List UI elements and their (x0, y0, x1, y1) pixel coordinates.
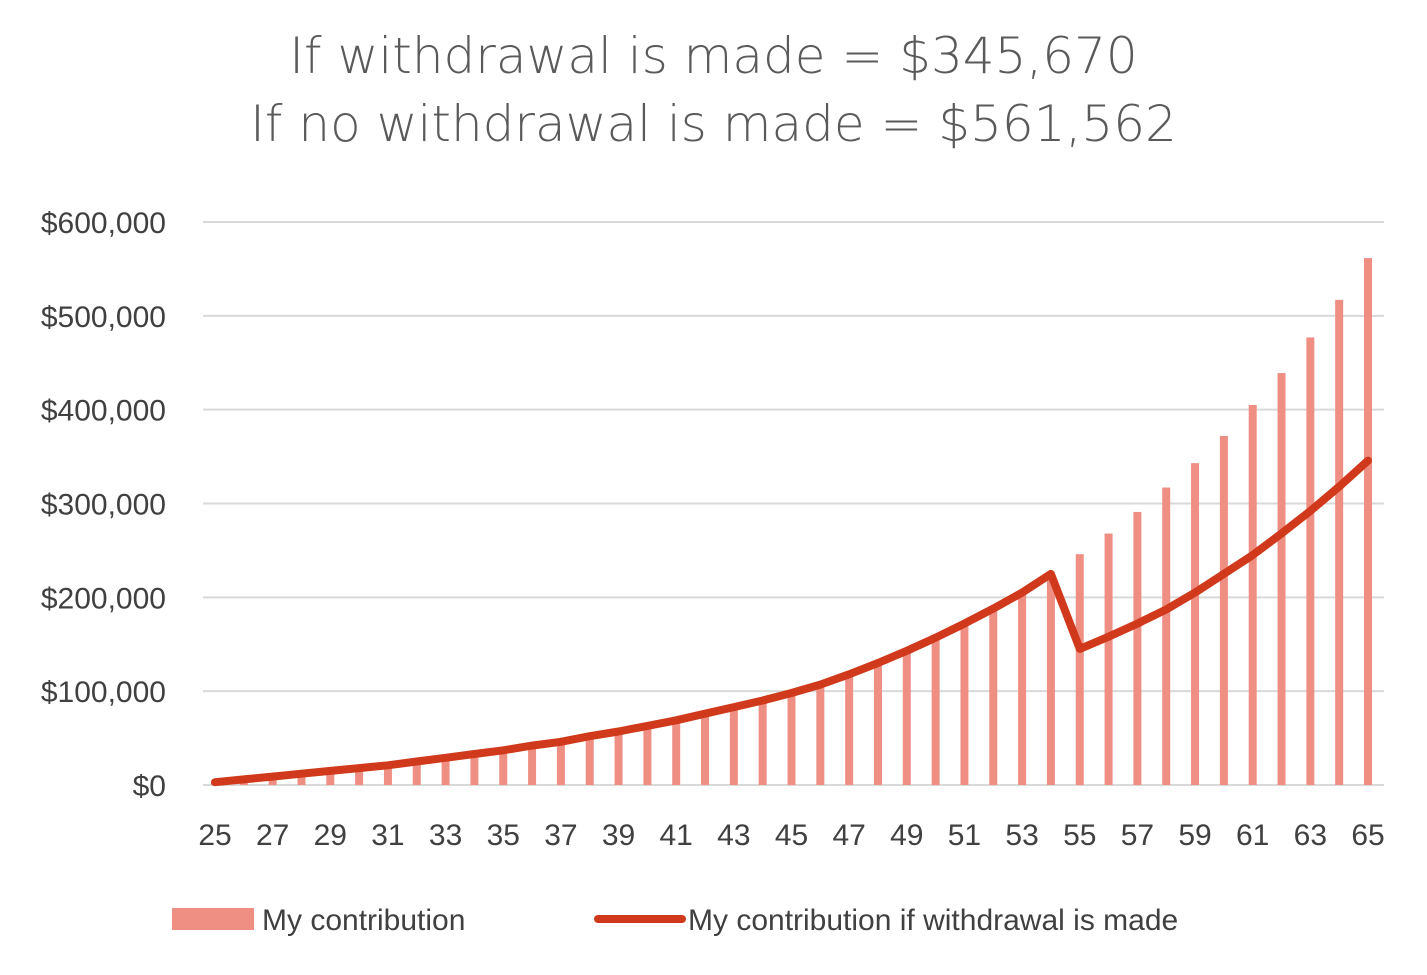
bar (1364, 258, 1372, 786)
bar (1219, 435, 1228, 785)
x-tick-label: 63 (1294, 819, 1327, 852)
y-tick-label: $100,000 (41, 676, 166, 709)
legend: My contribution My contribution if withd… (172, 904, 1178, 937)
x-tick-label: 43 (717, 819, 750, 852)
x-tick-label: 55 (1063, 819, 1096, 852)
x-tick-label: 35 (487, 819, 520, 852)
x-tick-label: 65 (1351, 819, 1384, 852)
x-tick-label: 49 (890, 819, 923, 852)
legend-swatch-my-contribution (172, 908, 254, 930)
x-tick-label: 33 (429, 819, 462, 852)
y-tick-label: $0 (133, 770, 166, 803)
bar (1277, 373, 1286, 785)
bar (816, 684, 825, 785)
bar (470, 754, 479, 785)
bar-series-my-contribution (211, 258, 1372, 786)
bar (845, 674, 854, 785)
x-tick-label: 57 (1121, 819, 1154, 852)
x-tick-label: 47 (832, 819, 865, 852)
bar (729, 707, 738, 785)
x-tick-label: 41 (660, 819, 693, 852)
x-tick-label: 53 (1005, 819, 1038, 852)
bar (383, 765, 392, 785)
x-tick-label: 31 (371, 819, 404, 852)
bar (1018, 592, 1027, 785)
bar (297, 773, 306, 785)
y-axis-tick-labels: $0 $100,000 $200,000 $300,000 $400,000 $500,0… (41, 207, 166, 803)
bar (1133, 511, 1142, 785)
bar (614, 731, 623, 785)
bar (1104, 533, 1113, 785)
bar (672, 720, 681, 785)
bar (1191, 463, 1200, 785)
bar (643, 725, 652, 785)
bar (268, 776, 277, 785)
y-tick-label: $600,000 (41, 207, 166, 240)
x-tick-label: 45 (775, 819, 808, 852)
line-series-withdrawal (211, 456, 1372, 787)
x-tick-label: 27 (256, 819, 289, 852)
bar (701, 713, 710, 785)
x-tick-label: 25 (198, 819, 231, 852)
x-tick-label: 59 (1178, 819, 1211, 852)
y-tick-label: $300,000 (41, 489, 166, 522)
legend-label-my-contribution: My contribution (262, 904, 465, 937)
bar (499, 750, 508, 785)
y-tick-label: $400,000 (41, 395, 166, 428)
bar (441, 757, 450, 785)
x-axis-tick-labels: 25 27 29 31 33 35 37 39 41 43 45 47 49 51 53 55 57 59 61 63… (198, 819, 1384, 852)
chart-title-line-1: If withdrawal is made = $345,670 (289, 27, 1138, 85)
y-tick-label: $200,000 (41, 582, 166, 615)
bar (412, 761, 421, 785)
bar (873, 663, 882, 785)
bar (1046, 573, 1055, 785)
bar (355, 768, 364, 785)
x-tick-label: 61 (1236, 819, 1269, 852)
legend-label-withdrawal: My contribution if withdrawal is made (688, 904, 1178, 937)
chart-title: If withdrawal is made = $345,670 If no w… (0, 22, 1427, 158)
bar (931, 637, 940, 785)
bar (989, 608, 998, 785)
x-tick-label: 37 (544, 819, 577, 852)
bar (1335, 299, 1344, 785)
x-tick-label: 51 (948, 819, 981, 852)
bar (1248, 404, 1257, 785)
bar (787, 693, 796, 785)
bar (585, 736, 594, 785)
bar (326, 770, 335, 785)
bar (1306, 337, 1315, 785)
bar (556, 741, 565, 785)
bar (758, 700, 767, 785)
x-tick-label: 39 (602, 819, 635, 852)
x-tick-label: 29 (314, 819, 347, 852)
y-tick-label: $500,000 (41, 301, 166, 334)
bar (1162, 487, 1171, 785)
bar (528, 745, 537, 785)
bar (960, 623, 969, 785)
chart-title-line-2: If no withdrawal is made = $561,562 (250, 95, 1177, 153)
bar (1075, 554, 1084, 785)
bar (902, 650, 911, 785)
